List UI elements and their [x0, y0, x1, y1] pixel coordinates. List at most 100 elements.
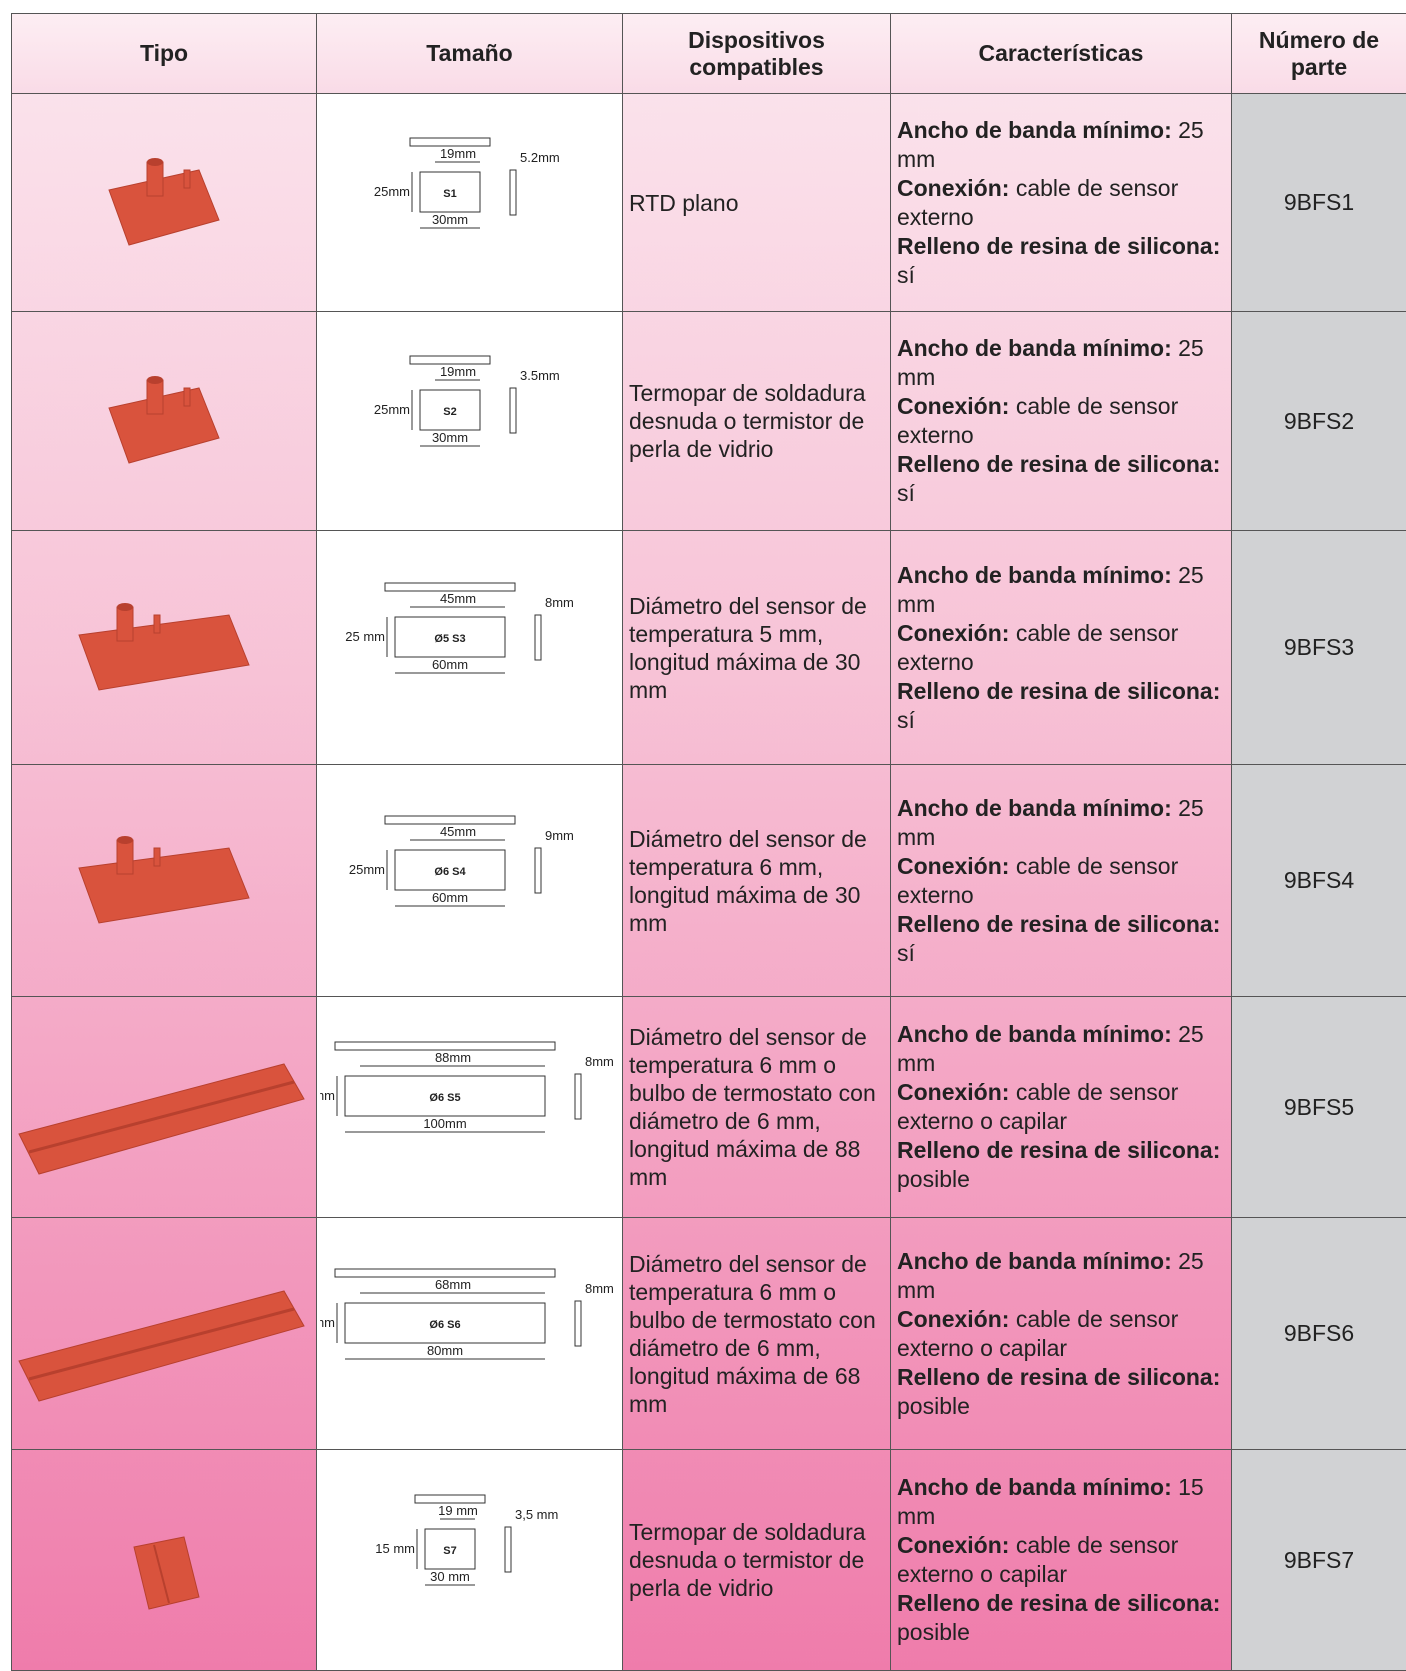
feature-label: Conexión:	[897, 393, 1010, 419]
feature: Ancho de banda mínimo: 25 mm	[897, 334, 1225, 392]
feature: Conexión: cable de sensor externo	[897, 174, 1225, 232]
type-cell	[11, 764, 317, 997]
feature: Relleno de resina de silicona: sí	[897, 232, 1225, 290]
table-row: 45mm Ø5 S3 25 mm 60mm 8mm Diámetro del sensor…	[11, 530, 1406, 765]
dim-label: 45mm	[439, 591, 475, 606]
feature-value: sí	[897, 480, 915, 506]
profile-side	[504, 1526, 511, 1573]
feature-label: Conexión:	[897, 619, 1010, 646]
profile-top	[409, 355, 490, 365]
feature-label: Relleno de resina de silicona:	[897, 910, 1221, 937]
feature: Ancho de banda mínimo: 25 mm	[897, 794, 1225, 852]
product-photo	[108, 157, 220, 246]
feature-label: Ancho de banda mínimo:	[897, 335, 1172, 361]
feature-label: Relleno de resina de silicona:	[897, 1590, 1221, 1616]
table-row: 19 mm S7 15 mm 30 mm 3,5 mm Termopar de solda…	[11, 1449, 1406, 1671]
feature-value: cable de sensor externo	[897, 619, 1179, 675]
dim-label: 88mm	[434, 1050, 470, 1065]
size-drawing: 19mm S2 25mm 30mm 3.5mm	[373, 355, 560, 447]
feature-value: sí	[897, 706, 915, 733]
dim-label: 15 mm	[375, 1541, 415, 1556]
dim-label: 25mm	[348, 862, 384, 877]
feature-label: Conexión:	[897, 1305, 1010, 1332]
profile-side	[574, 1300, 581, 1346]
pad-ridge	[28, 1307, 295, 1380]
feature-value: cable de sensor externo	[897, 393, 1179, 448]
dim-label: 8mm	[585, 1281, 614, 1296]
pad-body	[18, 1289, 305, 1402]
feature-value: sí	[897, 261, 915, 288]
header-cell: Número de parte	[1231, 13, 1406, 94]
product-photo	[18, 1289, 305, 1402]
devices-cell: Diámetro del sensor de temperatura 5 mm,…	[622, 530, 891, 765]
devices-cell: Termopar de soldadura desnuda o termisto…	[622, 1449, 891, 1671]
marking: S1	[443, 188, 456, 200]
dim-label: 8mm	[545, 595, 574, 610]
feature: Ancho de banda mínimo: 25 mm	[897, 561, 1225, 619]
feature-value: cable de sensor externo o capilar	[897, 1532, 1179, 1587]
feature-label: Conexión:	[897, 1079, 1010, 1105]
feature-value: 15 mm	[897, 1474, 1204, 1529]
feature-value: 25 mm	[897, 1021, 1204, 1076]
marking: Ø6 S5	[429, 1092, 460, 1104]
table-row: 19mm S2 25mm 30mm 3.5mm Termopar de soldadura…	[11, 311, 1406, 531]
part-cell: 9BFS6	[1231, 1217, 1406, 1450]
feature-label: Ancho de banda mínimo:	[897, 561, 1172, 588]
dim-label: 25 mm	[320, 1088, 335, 1103]
feature-value: 25 mm	[897, 1247, 1204, 1303]
feature: Ancho de banda mínimo: 25 mm	[897, 1020, 1225, 1078]
size-cell: 19 mm S7 15 mm 30 mm 3,5 mm	[316, 1449, 623, 1671]
size-drawing: 88mm Ø6 S5 25 mm 100mm 8mm	[295, 1041, 614, 1133]
devices-cell: Termopar de soldadura desnuda o termisto…	[622, 311, 891, 531]
dim-label: 30mm	[431, 212, 467, 227]
feature-value: cable de sensor externo	[897, 174, 1179, 230]
feature-label: Relleno de resina de silicona:	[897, 677, 1221, 704]
dim-label: 60mm	[431, 657, 467, 672]
pad-pin	[153, 614, 161, 633]
size-cell: 68mm Ø6 S6 25mm 80mm 8mm	[298, 1217, 623, 1450]
part-cell: 9BFS5	[1231, 996, 1406, 1218]
dim-label: 19 mm	[438, 1503, 478, 1518]
pad-pin	[153, 847, 161, 866]
dim-label: 19mm	[439, 146, 475, 161]
feature-value: 25 mm	[897, 335, 1204, 390]
profile-top	[384, 815, 515, 824]
feature-label: Conexión:	[897, 1532, 1010, 1558]
profile-top	[409, 137, 490, 146]
dim-label: 3.5mm	[520, 368, 560, 383]
size-drawing: 45mm Ø5 S3 25 mm 60mm 8mm	[345, 582, 574, 673]
profile-side	[509, 387, 516, 434]
product-table: Tipo Tamaño Dispositivos compatibles Caract…	[11, 13, 1406, 1671]
feature-label: Ancho de banda mínimo:	[897, 1021, 1172, 1047]
feature: Relleno de resina de silicona: posible	[897, 1136, 1225, 1194]
front-view	[419, 171, 480, 212]
front-view	[344, 1302, 545, 1343]
features-cell: Ancho de banda mínimo: 25 mm Conexión: ca…	[890, 764, 1232, 997]
devices-cell: Diámetro del sensor de temperatura 6 mm,…	[622, 764, 891, 997]
product-photo	[108, 376, 220, 464]
pad-tube-top	[117, 602, 133, 611]
dim-label: 45mm	[439, 824, 475, 839]
feature: Conexión: cable de sensor externo	[897, 392, 1225, 450]
dim-label: 25mm	[320, 1315, 335, 1330]
profile-top	[334, 1041, 555, 1051]
feature: Relleno de resina de silicona: posible	[897, 1589, 1225, 1647]
front-view	[394, 849, 505, 890]
profile-side	[574, 1073, 581, 1120]
header-cell: Características	[890, 13, 1232, 94]
header-cell: Tamaño	[316, 13, 623, 94]
product-photo	[78, 602, 250, 691]
feature-value: cable de sensor externo	[897, 852, 1179, 908]
pad-body	[133, 1536, 200, 1610]
marking: S2	[443, 406, 456, 418]
dim-label: 8mm	[585, 1054, 614, 1069]
size-drawing: 19mm S1 25mm 30mm 5.2mm	[373, 137, 559, 228]
pad-tube	[116, 839, 134, 874]
size-drawing: 68mm Ø6 S6 25mm 80mm 8mm	[298, 1268, 614, 1359]
features-cell: Ancho de banda mínimo: 15 mm Conexión: ca…	[890, 1449, 1232, 1671]
dim-label: 19mm	[439, 364, 475, 379]
size-drawing: 19 mm S7 15 mm 30 mm 3,5 mm	[375, 1494, 558, 1586]
type-cell	[11, 311, 317, 531]
pad-body	[18, 1063, 305, 1175]
pad-pin	[183, 169, 191, 188]
